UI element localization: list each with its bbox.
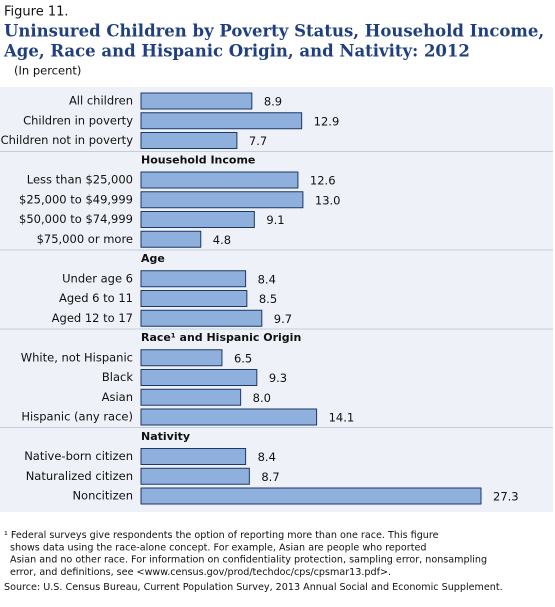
value-label: 6.5 — [234, 351, 252, 365]
bar — [140, 349, 223, 367]
category-label: $25,000 to $49,999 — [19, 192, 133, 206]
category-label: Children in poverty — [23, 113, 133, 127]
value-label: 9.1 — [266, 213, 284, 227]
category-label: Asian — [102, 390, 133, 404]
bar — [140, 112, 303, 130]
group-header: Household Income — [141, 153, 255, 166]
category-label: Less than $25,000 — [27, 173, 133, 187]
value-label: 9.7 — [274, 312, 292, 326]
value-label: 8.4 — [258, 272, 276, 286]
bar — [140, 270, 247, 288]
category-label: Hispanic (any race) — [21, 410, 133, 424]
bar — [140, 92, 253, 110]
category-label: White, not Hispanic — [21, 350, 133, 364]
footnote: ¹ Federal surveys give respondents the o… — [4, 530, 439, 541]
category-label: Aged 6 to 11 — [59, 291, 133, 305]
bar — [140, 211, 255, 228]
value-label: 8.5 — [259, 292, 277, 306]
value-label: 4.8 — [213, 233, 231, 247]
value-label: 8.4 — [258, 450, 276, 464]
bar — [140, 171, 299, 189]
bar — [140, 230, 202, 248]
category-label: Under age 6 — [62, 271, 133, 285]
value-label: 8.9 — [264, 95, 282, 109]
category-label: Noncitizen — [72, 489, 133, 503]
category-label: Native-born citizen — [24, 449, 133, 463]
bar — [140, 191, 304, 209]
chart-panel — [0, 87, 553, 512]
value-label: 14.1 — [329, 411, 355, 425]
group-header: Age — [141, 252, 165, 265]
value-label: 13.0 — [315, 193, 341, 207]
bar — [140, 369, 258, 386]
value-label: 8.7 — [261, 470, 279, 484]
category-label: Naturalized citizen — [26, 469, 133, 483]
category-label: Aged 12 to 17 — [52, 311, 133, 325]
footnote: shows data using the race-alone concept.… — [10, 542, 426, 553]
source: Source: U.S. Census Bureau, Current Popu… — [4, 582, 503, 593]
group-header: Nativity — [141, 430, 190, 443]
figure-label: Figure 11. — [4, 5, 69, 20]
bar — [140, 309, 263, 327]
value-label: 9.3 — [269, 371, 287, 385]
bar — [140, 487, 482, 505]
chart-title: Uninsured Children by Poverty Status, Ho… — [4, 22, 544, 41]
value-label: 27.3 — [493, 490, 519, 504]
value-label: 8.0 — [253, 391, 271, 405]
footnote: error, and definitions, see <www.census.… — [10, 567, 391, 578]
bar — [140, 388, 242, 406]
category-label: Children not in poverty — [1, 133, 134, 147]
bar — [140, 132, 238, 149]
bar — [140, 448, 247, 465]
chart-title: Age, Race and Hispanic Origin, and Nativ… — [3, 42, 470, 61]
bar — [140, 290, 248, 307]
category-label: Black — [102, 370, 133, 384]
footnote: Asian and no other race. For information… — [10, 555, 487, 566]
subtitle: (In percent) — [14, 64, 81, 78]
value-label: 7.7 — [249, 134, 267, 148]
bar — [140, 467, 250, 485]
category-label: All children — [69, 94, 133, 108]
value-label: 12.9 — [314, 114, 340, 128]
bar — [140, 408, 318, 426]
category-label: $75,000 or more — [37, 232, 133, 246]
value-label: 12.6 — [310, 174, 336, 188]
category-label: $50,000 to $74,999 — [19, 212, 133, 226]
group-header: Race¹ and Hispanic Origin — [141, 331, 301, 344]
